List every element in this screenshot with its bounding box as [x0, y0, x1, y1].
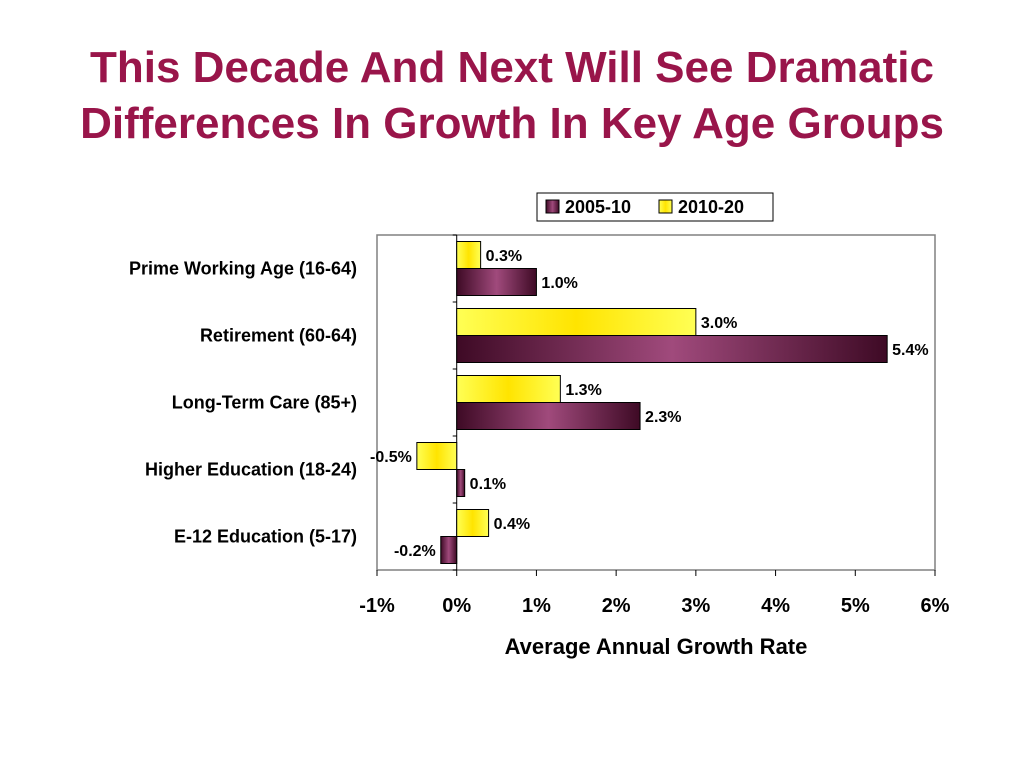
- bar-2010-20-long-term-care-85: [456, 375, 561, 403]
- data-label-2010-20-long-term-care-85: 1.3%: [565, 382, 601, 399]
- page-title: This Decade And Next Will See Dramatic D…: [0, 40, 1024, 152]
- bar-2010-20-higher-education-18-24: [416, 442, 458, 470]
- legend-swatch-2010-20: [658, 199, 673, 214]
- bar-2010-20-e-12-education-5-17: [456, 509, 490, 537]
- bar-2005-10-long-term-care-85: [456, 402, 641, 430]
- data-label-2010-20-e-12-education-5-17: 0.4%: [494, 516, 530, 533]
- legend-label-2010-20: 2010-20: [678, 197, 744, 217]
- data-label-2010-20-prime-working-age-16-64: 0.3%: [486, 248, 522, 265]
- x-tick-label: 1%: [522, 595, 551, 617]
- category-label-e-12-education-5-17: E-12 Education (5-17): [174, 527, 357, 547]
- data-label-2005-10-e-12-education-5-17: -0.2%: [394, 543, 436, 560]
- data-label-2005-10-prime-working-age-16-64: 1.0%: [541, 275, 577, 292]
- category-label-prime-working-age-16-64: Prime Working Age (16-64): [129, 259, 357, 279]
- bar-2005-10-higher-education-18-24: [456, 469, 466, 497]
- x-tick-label: 5%: [841, 595, 870, 617]
- data-label-2010-20-retirement-60-64: 3.0%: [701, 315, 737, 332]
- bar-2005-10-retirement-60-64: [456, 335, 888, 363]
- x-tick-label: -1%: [359, 595, 395, 617]
- category-label-long-term-care-85: Long-Term Care (85+): [172, 393, 357, 413]
- category-label-higher-education-18-24: Higher Education (18-24): [145, 460, 357, 480]
- title-line-2: Differences In Growth In Key Age Groups: [80, 99, 944, 148]
- x-axis-label: Average Annual Growth Rate: [505, 634, 808, 659]
- data-label-2005-10-higher-education-18-24: 0.1%: [470, 476, 506, 493]
- title-line-1: This Decade And Next Will See Dramatic: [89, 43, 934, 92]
- x-tick-label: 3%: [681, 595, 710, 617]
- x-tick-label: 4%: [761, 595, 790, 617]
- bar-2005-10-e-12-education-5-17: [440, 536, 458, 564]
- x-tick-label: 6%: [921, 595, 950, 617]
- x-tick-label: 0%: [442, 595, 471, 617]
- bar-2005-10-prime-working-age-16-64: [456, 268, 537, 296]
- legend-swatch-2005-10: [545, 199, 560, 214]
- data-label-2005-10-long-term-care-85: 2.3%: [645, 409, 681, 426]
- data-label-2010-20-higher-education-18-24: -0.5%: [370, 449, 412, 466]
- bar-2010-20-retirement-60-64: [456, 308, 697, 336]
- data-label-2005-10-retirement-60-64: 5.4%: [892, 342, 928, 359]
- category-label-retirement-60-64: Retirement (60-64): [200, 326, 357, 346]
- x-tick-label: 2%: [602, 595, 631, 617]
- legend: 2005-10 2010-20: [536, 192, 774, 222]
- legend-box: [536, 192, 774, 222]
- bar-2010-20-prime-working-age-16-64: [456, 241, 482, 269]
- legend-label-2005-10: 2005-10: [565, 197, 631, 217]
